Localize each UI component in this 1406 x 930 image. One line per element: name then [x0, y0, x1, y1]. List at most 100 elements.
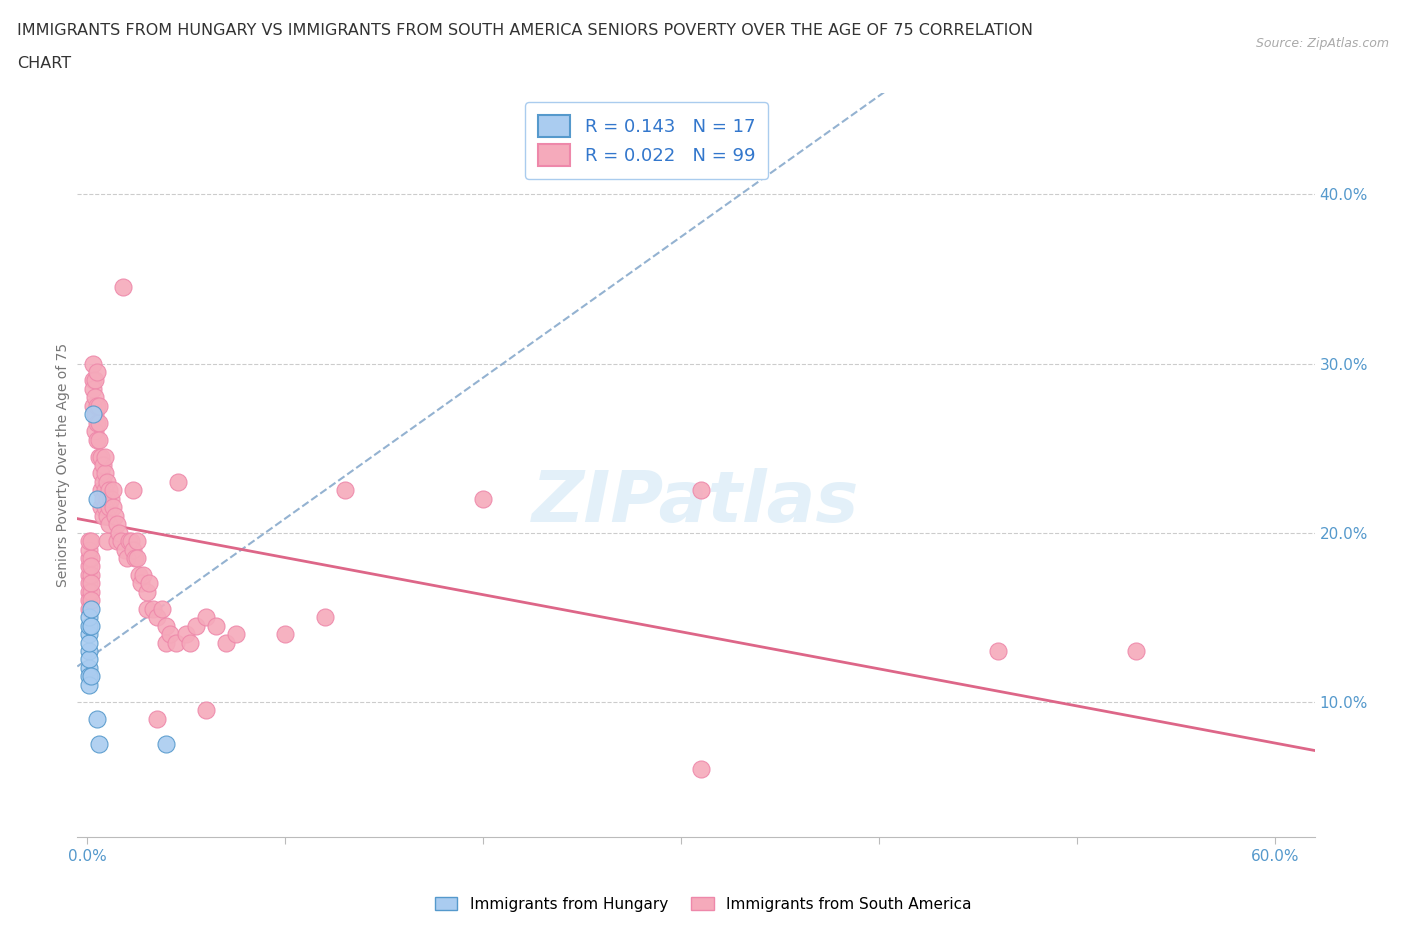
Point — [82, 406, 104, 421]
Point — [77, 610, 100, 625]
Point — [121, 542, 143, 557]
Point — [87, 737, 110, 751]
Point — [195, 610, 218, 625]
Point — [87, 416, 110, 431]
Point — [77, 584, 100, 599]
Point — [77, 635, 100, 650]
Point — [135, 584, 157, 599]
Point — [80, 584, 103, 599]
Point — [94, 449, 117, 464]
Point — [77, 644, 100, 658]
Point — [121, 483, 143, 498]
Point — [77, 542, 100, 557]
Point — [165, 635, 187, 650]
Point — [145, 711, 167, 726]
Point — [90, 499, 112, 514]
Point — [105, 534, 128, 549]
Point — [87, 398, 110, 413]
Point — [167, 474, 190, 489]
Point — [80, 567, 103, 582]
Point — [84, 390, 107, 405]
Point — [77, 534, 100, 549]
Point — [205, 618, 228, 633]
Point — [101, 483, 124, 498]
Text: Source: ZipAtlas.com: Source: ZipAtlas.com — [1256, 37, 1389, 50]
Text: ZIPatlas: ZIPatlas — [533, 468, 859, 537]
Point — [118, 534, 141, 549]
Point — [184, 618, 207, 633]
Point — [84, 406, 107, 421]
Point — [104, 509, 127, 524]
Point — [91, 474, 114, 489]
Point — [131, 567, 153, 582]
Point — [84, 424, 107, 439]
Point — [100, 491, 122, 506]
Point — [111, 280, 134, 295]
Point — [155, 737, 177, 751]
Point — [135, 602, 157, 617]
Point — [86, 491, 108, 506]
Point — [80, 534, 103, 549]
Point — [80, 618, 103, 633]
Y-axis label: Seniors Poverty Over the Age of 75: Seniors Poverty Over the Age of 75 — [56, 343, 70, 587]
Point — [82, 356, 104, 371]
Point — [86, 416, 108, 431]
Point — [87, 432, 110, 447]
Point — [77, 551, 100, 565]
Legend: Immigrants from Hungary, Immigrants from South America: Immigrants from Hungary, Immigrants from… — [429, 890, 977, 918]
Point — [77, 660, 100, 675]
Point — [96, 534, 118, 549]
Point — [152, 602, 174, 617]
Point — [94, 466, 117, 481]
Point — [80, 551, 103, 565]
Point — [142, 602, 165, 617]
Text: CHART: CHART — [17, 56, 70, 71]
Point — [155, 618, 177, 633]
Point — [105, 517, 128, 532]
Point — [90, 449, 112, 464]
Point — [159, 627, 181, 642]
Legend: R = 0.143   N = 17, R = 0.022   N = 99: R = 0.143 N = 17, R = 0.022 N = 99 — [524, 102, 768, 179]
Point — [98, 483, 121, 498]
Text: IMMIGRANTS FROM HUNGARY VS IMMIGRANTS FROM SOUTH AMERICA SENIORS POVERTY OVER TH: IMMIGRANTS FROM HUNGARY VS IMMIGRANTS FR… — [17, 23, 1033, 38]
Point — [108, 525, 131, 540]
Point — [1125, 644, 1147, 658]
Point — [145, 610, 167, 625]
Point — [96, 491, 118, 506]
Point — [77, 567, 100, 582]
Point — [82, 398, 104, 413]
Point — [94, 499, 117, 514]
Point — [274, 627, 297, 642]
Point — [91, 491, 114, 506]
Point — [115, 551, 138, 565]
Point — [138, 576, 160, 591]
Point — [91, 509, 114, 524]
Point — [125, 534, 148, 549]
Point — [80, 592, 103, 607]
Point — [96, 509, 118, 524]
Point — [128, 567, 150, 582]
Point — [96, 474, 118, 489]
Point — [84, 373, 107, 388]
Point — [110, 534, 132, 549]
Point — [690, 483, 713, 498]
Point — [155, 635, 177, 650]
Point — [77, 669, 100, 684]
Point — [86, 398, 108, 413]
Point — [77, 627, 100, 642]
Point — [179, 635, 201, 650]
Point — [94, 483, 117, 498]
Point — [101, 499, 124, 514]
Point — [90, 466, 112, 481]
Point — [125, 551, 148, 565]
Point — [77, 652, 100, 667]
Point — [98, 517, 121, 532]
Point — [77, 602, 100, 617]
Point — [80, 669, 103, 684]
Point — [86, 365, 108, 379]
Point — [120, 534, 142, 549]
Point — [80, 576, 103, 591]
Point — [114, 542, 136, 557]
Point — [690, 762, 713, 777]
Point — [225, 627, 247, 642]
